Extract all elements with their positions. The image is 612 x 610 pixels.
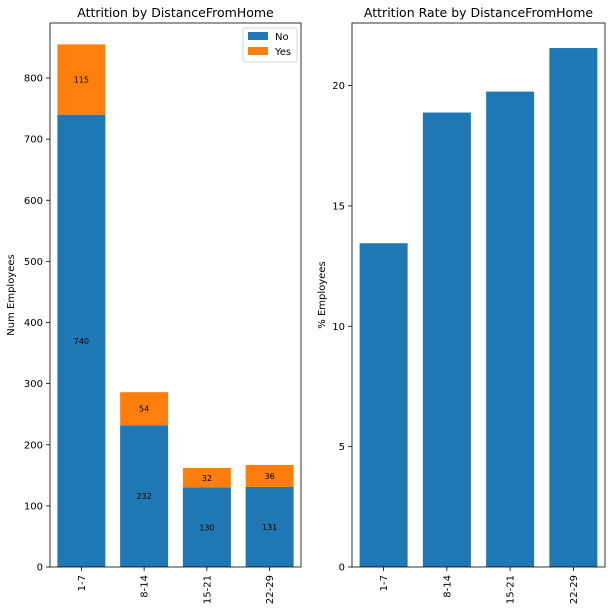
left-y-tick-label-800: 800 <box>24 74 43 85</box>
left-data-label-no-15-21: 130 <box>199 523 214 532</box>
right-bar-15-21 <box>486 91 535 567</box>
left-data-label-no-22-29: 131 <box>262 523 277 532</box>
left-bar-yes-15-21 <box>182 467 231 488</box>
right-x-tick-label-15-21: 15-21 <box>506 575 517 604</box>
right-bar-1-7 <box>359 243 408 567</box>
left-y-tick-label-200: 200 <box>24 440 43 451</box>
right-y-tick-label-10: 10 <box>332 322 345 333</box>
left-plot-frame <box>49 22 302 568</box>
left-bar-no-1-7 <box>57 114 106 567</box>
left-x-ticks: 1-7 8-14 15-21 22-29 <box>77 567 276 604</box>
legend-label-yes: Yes <box>274 47 291 58</box>
left-data-label-no-1-7: 740 <box>74 337 89 346</box>
left-y-tick-label-700: 700 <box>24 135 43 146</box>
right-y-tick-label-20: 20 <box>332 81 345 92</box>
left-bar-no-15-21 <box>182 487 231 567</box>
left-y-axis-label: Num Employees <box>6 254 17 335</box>
right-y-ticks: 0 5 10 15 20 <box>332 81 352 574</box>
left-data-labels: 740 115 232 54 130 32 131 36 <box>74 76 278 533</box>
left-y-tick-label-300: 300 <box>24 379 43 390</box>
right-x-tick-label-1-7: 1-7 <box>379 575 390 591</box>
left-data-label-yes-22-29: 36 <box>265 472 275 481</box>
right-y-tick-label-5: 5 <box>339 442 345 453</box>
left-x-tick-label-15-21: 15-21 <box>202 575 213 604</box>
left-x-tick-label-22-29: 22-29 <box>265 575 276 604</box>
left-y-tick-label-400: 400 <box>24 318 43 329</box>
left-bars <box>57 44 294 567</box>
right-x-tick-label-8-14: 8-14 <box>442 575 453 598</box>
left-legend: No Yes <box>242 27 298 63</box>
left-bar-no-22-29 <box>245 486 294 567</box>
right-plot-frame <box>351 22 606 568</box>
left-y-tick-label-100: 100 <box>24 501 43 512</box>
left-bar-yes-22-29 <box>245 464 294 487</box>
left-y-ticks: 0 100 200 300 400 500 600 700 800 <box>24 74 50 574</box>
legend-swatch-no <box>248 32 268 40</box>
left-chart-title: Attrition by DistanceFromHome <box>77 5 274 20</box>
left-data-label-yes-1-7: 115 <box>74 76 89 85</box>
left-y-tick-label-0: 0 <box>37 563 43 574</box>
left-x-tick-label-8-14: 8-14 <box>140 575 151 598</box>
right-y-tick-label-0: 0 <box>339 563 345 574</box>
right-x-ticks: 1-7 8-14 15-21 22-29 <box>379 567 580 604</box>
left-bar-no-8-14 <box>120 425 169 567</box>
right-bar-8-14 <box>422 112 471 567</box>
right-bar-22-29 <box>549 48 598 567</box>
right-bars <box>359 48 598 567</box>
legend-swatch-yes <box>248 47 268 55</box>
attrition-rate-chart: Attrition Rate by DistanceFromHome % Emp… <box>317 5 606 604</box>
left-data-label-no-8-14: 232 <box>136 492 151 501</box>
right-chart-title: Attrition Rate by DistanceFromHome <box>364 5 593 20</box>
right-y-tick-label-15: 15 <box>332 201 345 212</box>
left-x-tick-label-1-7: 1-7 <box>77 575 88 591</box>
right-x-tick-label-22-29: 22-29 <box>569 575 580 604</box>
legend-label-no: No <box>275 32 289 43</box>
left-data-label-yes-8-14: 54 <box>139 405 149 414</box>
left-y-tick-label-600: 600 <box>24 196 43 207</box>
left-bar-yes-8-14 <box>120 392 169 426</box>
left-data-label-yes-15-21: 32 <box>202 474 212 483</box>
attrition-count-chart: Attrition by DistanceFromHome Num Employ… <box>6 5 302 604</box>
right-y-axis-label: % Employees <box>317 261 328 328</box>
left-y-tick-label-500: 500 <box>24 257 43 268</box>
left-bar-yes-1-7 <box>57 44 106 115</box>
